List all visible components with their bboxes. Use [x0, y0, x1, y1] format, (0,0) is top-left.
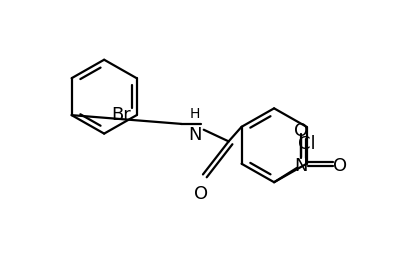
Text: O: O: [194, 185, 208, 203]
Text: Cl: Cl: [298, 134, 316, 153]
Text: O: O: [294, 122, 308, 140]
Text: H: H: [190, 107, 200, 121]
Text: O: O: [334, 157, 347, 175]
Text: N: N: [188, 126, 202, 144]
Text: Br: Br: [111, 106, 131, 124]
Text: N: N: [294, 157, 308, 175]
